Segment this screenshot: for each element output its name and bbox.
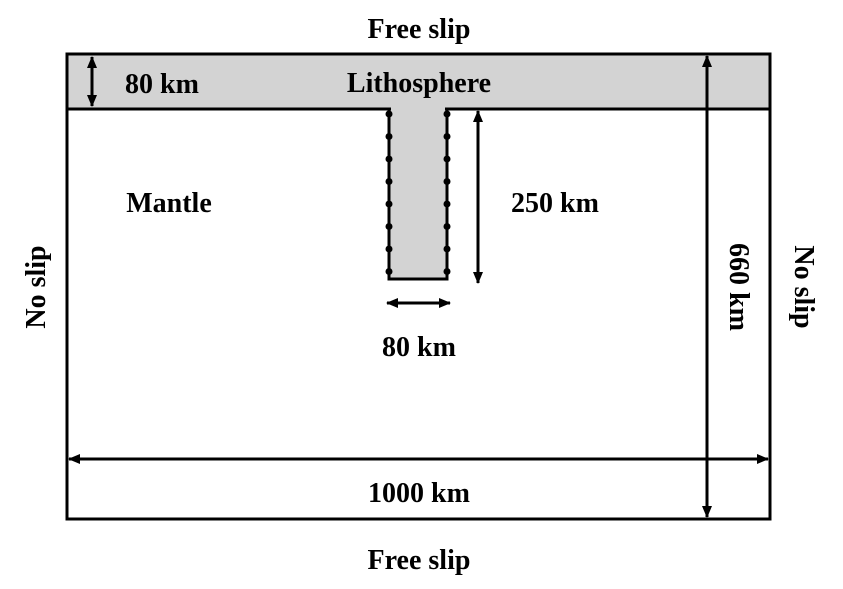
slab-left-dot [385, 223, 393, 230]
slab-left-dot [385, 200, 393, 208]
lithosphere-thickness-label: 80 km [125, 69, 199, 100]
box-depth-label: 660 km [723, 243, 754, 331]
lithosphere-layer [67, 54, 770, 109]
slab-left-dot [385, 268, 393, 275]
slab-right-dot [443, 268, 451, 275]
slab-right-dot [443, 155, 451, 163]
box-width-label: 1000 km [368, 478, 470, 509]
slab-right-dot [443, 245, 451, 253]
slab-right-dot [443, 178, 451, 185]
model-domain-box [65, 52, 772, 521]
top-boundary-label: Free slip [368, 14, 471, 45]
left-boundary-label: No slip [21, 245, 52, 328]
slab-right-dot [443, 200, 451, 208]
slab-junction [391, 107, 445, 111]
lithosphere-label: Lithosphere [347, 68, 491, 99]
slab-left-dot [385, 133, 393, 140]
slab-right-dot [443, 110, 451, 118]
bottom-boundary-label: Free slip [368, 545, 471, 576]
slab [387, 107, 449, 281]
mantle-label: Mantle [126, 188, 212, 219]
slab-left-dot [385, 155, 393, 163]
slab-length-label: 250 km [511, 188, 599, 219]
slab-right-dot [443, 133, 451, 140]
slab-right-dot [443, 223, 451, 230]
slab-width-label: 80 km [382, 332, 456, 363]
slab-marker-dots [385, 110, 451, 275]
slab-left-dot [385, 178, 393, 185]
slab-left-dot [385, 245, 393, 253]
slab-left-dot [385, 110, 393, 118]
right-boundary-label: No slip [788, 245, 819, 328]
